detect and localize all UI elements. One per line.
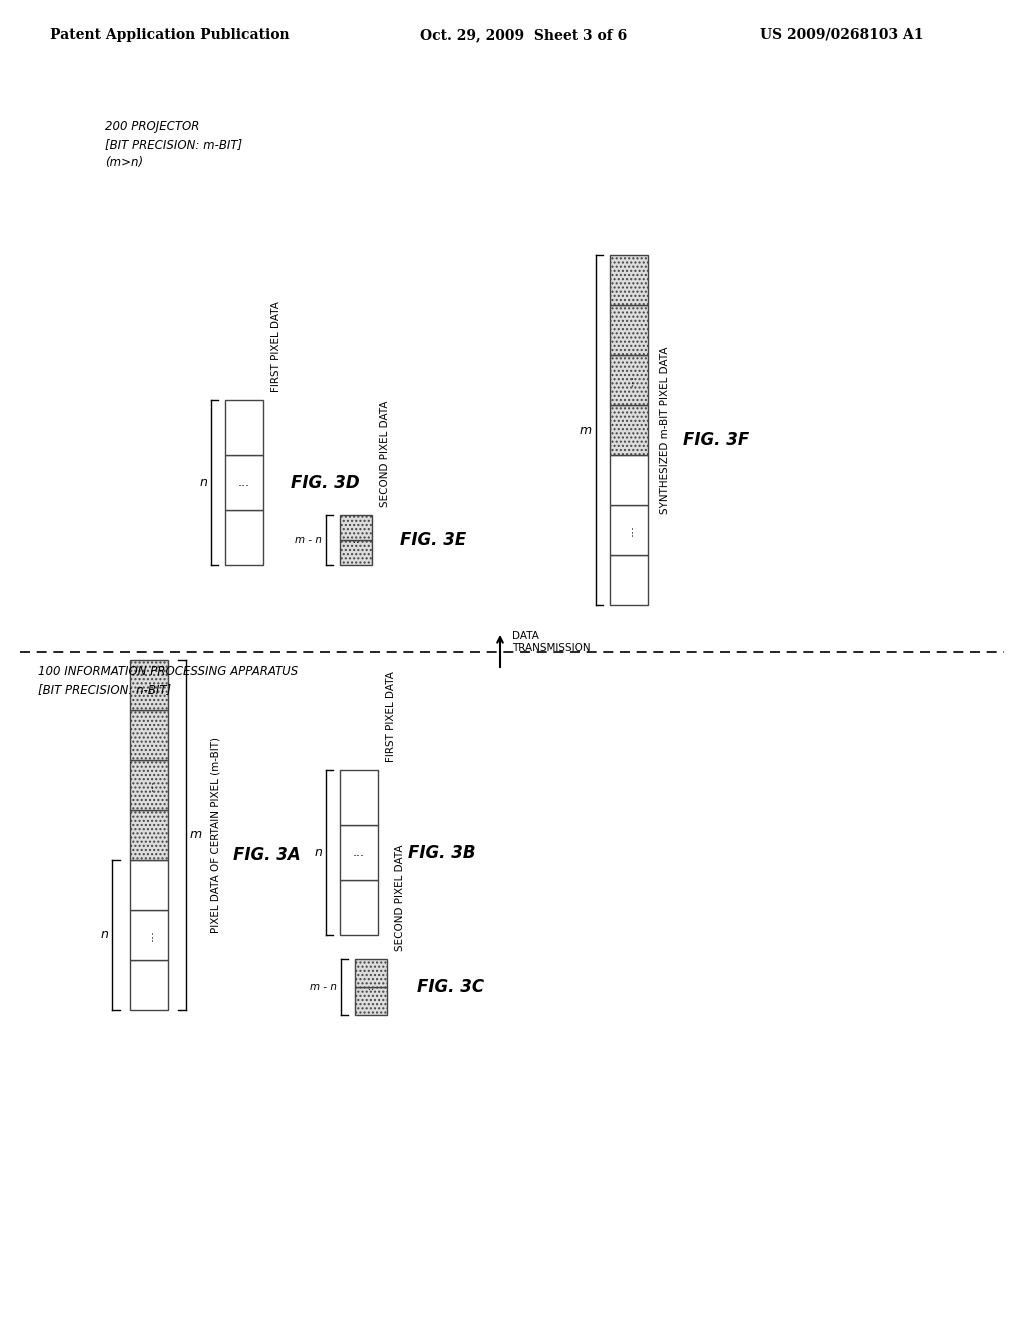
Text: m - n: m - n (295, 535, 322, 545)
Text: FIG. 3D: FIG. 3D (291, 474, 359, 491)
Bar (340, 770, 378, 825)
Text: ...: ... (623, 524, 636, 536)
Bar (355, 987, 387, 1015)
Bar (225, 510, 263, 565)
Text: FIG. 3F: FIG. 3F (683, 432, 750, 449)
Bar (130, 909, 168, 960)
Text: ...: ... (238, 477, 250, 488)
Text: DATA
TRANSMISSION: DATA TRANSMISSION (512, 631, 591, 653)
Text: FIG. 3C: FIG. 3C (417, 978, 484, 997)
Text: ...: ... (353, 846, 365, 859)
Bar (610, 305, 648, 355)
Bar (130, 810, 168, 861)
Bar (610, 405, 648, 455)
Text: FIG. 3E: FIG. 3E (400, 531, 466, 549)
Text: (m>n): (m>n) (105, 156, 143, 169)
Text: [BIT PRECISION: n-BIT]: [BIT PRECISION: n-BIT] (38, 682, 171, 696)
Text: m: m (190, 829, 202, 842)
Text: FIRST PIXEL DATA: FIRST PIXEL DATA (386, 671, 396, 762)
Text: ..: .. (353, 535, 359, 545)
Bar (610, 455, 648, 506)
Text: US 2009/0268103 A1: US 2009/0268103 A1 (760, 28, 924, 42)
Text: SECOND PIXEL DATA: SECOND PIXEL DATA (380, 400, 390, 507)
Bar (130, 760, 168, 810)
Bar (225, 455, 263, 510)
Bar (340, 880, 378, 935)
Bar (130, 710, 168, 760)
Bar (225, 400, 263, 455)
Bar (610, 554, 648, 605)
Text: PIXEL DATA OF CERTAIN PIXEL (m-BIT): PIXEL DATA OF CERTAIN PIXEL (m-BIT) (210, 737, 220, 933)
Text: n: n (100, 928, 108, 941)
Bar (130, 861, 168, 909)
Bar (610, 506, 648, 554)
Text: SYNTHESIZED m-BIT PIXEL DATA: SYNTHESIZED m-BIT PIXEL DATA (660, 346, 670, 513)
Text: Patent Application Publication: Patent Application Publication (50, 28, 290, 42)
Text: 100 INFORMATION PROCESSING APPARATUS: 100 INFORMATION PROCESSING APPARATUS (38, 665, 298, 678)
Text: ...: ... (623, 374, 636, 385)
Text: FIRST PIXEL DATA: FIRST PIXEL DATA (271, 301, 281, 392)
Bar (340, 515, 372, 540)
Text: n: n (314, 846, 322, 859)
Text: Oct. 29, 2009  Sheet 3 of 6: Oct. 29, 2009 Sheet 3 of 6 (420, 28, 628, 42)
Text: FIG. 3A: FIG. 3A (233, 846, 301, 865)
Bar (130, 960, 168, 1010)
Text: [BIT PRECISION: m-BIT]: [BIT PRECISION: m-BIT] (105, 139, 242, 150)
Text: SECOND PIXEL DATA: SECOND PIXEL DATA (395, 845, 406, 950)
Text: FIG. 3B: FIG. 3B (408, 843, 475, 862)
Bar (340, 825, 378, 880)
Text: ...: ... (142, 929, 156, 941)
Text: ..: .. (368, 982, 374, 993)
Text: m - n: m - n (310, 982, 337, 993)
Bar (610, 355, 648, 405)
Bar (340, 540, 372, 565)
Text: ...: ... (142, 779, 156, 791)
Text: 200 PROJECTOR: 200 PROJECTOR (105, 120, 200, 133)
Bar (355, 960, 387, 987)
Bar (130, 660, 168, 710)
Bar (610, 255, 648, 305)
Text: n: n (199, 477, 207, 488)
Text: m: m (580, 424, 592, 437)
